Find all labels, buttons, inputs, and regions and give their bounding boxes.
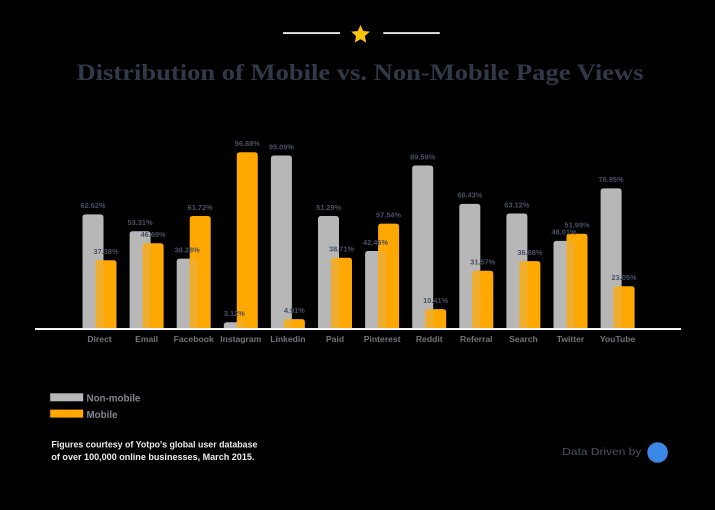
svg-text:Referral: Referral (460, 334, 492, 344)
svg-text:48.01%: 48.01% (551, 228, 576, 237)
svg-text:of over 100,000 online busines: of over 100,000 online businesses, March… (51, 452, 254, 463)
svg-text:YouTube: YouTube (600, 334, 636, 344)
svg-text:Data Driven by: Data Driven by (562, 446, 642, 458)
svg-text:Twitter: Twitter (557, 334, 585, 344)
svg-text:38.28%: 38.28% (175, 245, 200, 254)
svg-text:68.43%: 68.43% (457, 191, 482, 200)
svg-text:Facebook: Facebook (174, 334, 214, 344)
svg-text:51.99%: 51.99% (564, 221, 589, 230)
svg-text:Email: Email (135, 334, 158, 344)
svg-text:Distribution of Mobile vs. Non: Distribution of Mobile vs. Non-Mobile Pa… (77, 60, 644, 86)
svg-text:Mobile: Mobile (87, 410, 119, 421)
svg-text:Paid: Paid (326, 334, 344, 344)
svg-text:Non-mobile: Non-mobile (87, 393, 141, 404)
svg-text:46.69%: 46.69% (141, 230, 166, 239)
svg-text:Search: Search (509, 334, 538, 344)
svg-text:51.29%: 51.29% (316, 203, 341, 212)
svg-text:96.88%: 96.88% (235, 139, 260, 148)
svg-text:53.31%: 53.31% (128, 218, 153, 227)
svg-text:Linkedin: Linkedin (270, 334, 305, 344)
svg-text:95.09%: 95.09% (269, 142, 294, 151)
svg-text:Instagram: Instagram (220, 334, 261, 344)
svg-text:3.12%: 3.12% (224, 309, 245, 318)
svg-text:10.41%: 10.41% (423, 296, 448, 305)
svg-text:23.05%: 23.05% (612, 273, 637, 282)
svg-text:36.88%: 36.88% (517, 248, 542, 257)
svg-text:61.72%: 61.72% (188, 203, 213, 212)
svg-text:31.57%: 31.57% (470, 258, 495, 267)
svg-text:4.91%: 4.91% (284, 306, 305, 315)
svg-text:Reddit: Reddit (416, 334, 443, 344)
svg-text:63.12%: 63.12% (504, 200, 529, 209)
svg-text:Figures courtesy of Yotpo's gl: Figures courtesy of Yotpo's global user … (51, 439, 257, 450)
svg-text:89.59%: 89.59% (410, 152, 435, 161)
svg-text:Direct: Direct (87, 334, 111, 344)
svg-text:62.62%: 62.62% (80, 201, 105, 210)
svg-text:76.95%: 76.95% (599, 175, 624, 184)
svg-text:Pinterest: Pinterest (364, 334, 401, 344)
svg-text:38.71%: 38.71% (329, 245, 354, 254)
svg-text:42.46%: 42.46% (363, 238, 388, 247)
svg-text:37.38%: 37.38% (93, 247, 118, 256)
svg-text:57.54%: 57.54% (376, 210, 401, 219)
